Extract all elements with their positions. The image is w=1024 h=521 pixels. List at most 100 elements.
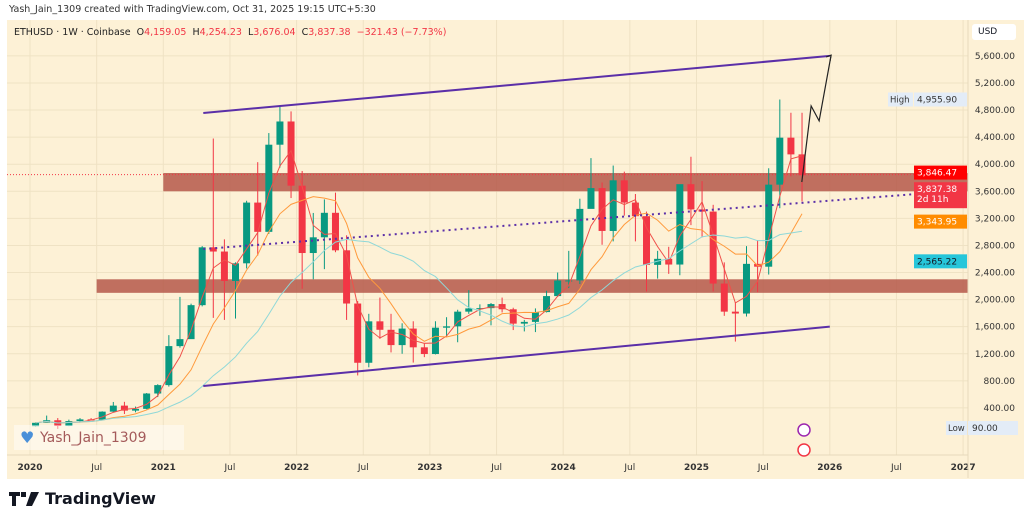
tradingview-logo-icon <box>9 491 39 506</box>
price-chart[interactable]: 400.00 800.00 1,200.00 1,600.00 2,000.00 2,40… <box>0 0 1024 480</box>
chart-panel[interactable] <box>7 20 1024 479</box>
candle-body <box>209 247 217 252</box>
candle-body <box>365 321 373 363</box>
ma-slow-price-label: 2,565.22 <box>917 257 957 267</box>
candle-body <box>232 263 240 281</box>
last-price-label: 3,846.47 <box>917 169 957 179</box>
close-price-label-bg <box>914 182 967 209</box>
y-tick-label: 2,000.00 <box>975 296 1015 306</box>
y-tick-label: 3,600.00 <box>975 187 1015 197</box>
candle-body <box>576 208 584 281</box>
ma-mid-price-label-bg <box>914 214 967 229</box>
candle-body <box>431 327 439 355</box>
open-value: 4,159.05 <box>144 27 187 38</box>
candle-body <box>276 121 284 145</box>
candle-body <box>309 237 317 254</box>
candle-body <box>354 303 362 363</box>
candle-body <box>787 137 795 155</box>
candle-body <box>187 305 195 340</box>
candle-body <box>287 121 295 186</box>
y-tick-label: 400.00 <box>984 404 1016 414</box>
author-watermark: ♥ Yash_Jain_1309 <box>14 425 184 450</box>
ma-fast-line <box>35 149 803 424</box>
y-tick-label: 4,400.00 <box>975 133 1015 143</box>
candle-body <box>443 326 451 328</box>
close-price-label: 3,837.38 <box>917 185 957 195</box>
candle-body <box>143 393 151 409</box>
candle-body <box>298 185 306 254</box>
candle-body <box>76 419 84 422</box>
watermark-text: Yash_Jain_1309 <box>40 429 147 446</box>
low-price-label: 90.00 <box>972 424 998 434</box>
candle-body <box>409 328 417 348</box>
candle-body <box>476 308 484 310</box>
candle-body <box>609 180 617 231</box>
candle-body <box>220 251 228 281</box>
candle-body <box>320 212 328 238</box>
candle-body <box>698 209 706 212</box>
y-tick-label: 4,000.00 <box>975 160 1015 170</box>
high-value: 4,254.23 <box>199 27 242 38</box>
candle-body <box>531 312 539 322</box>
candle-body <box>687 184 695 210</box>
resistance-zone <box>163 173 968 192</box>
x-tick-label: 2020 <box>17 463 42 473</box>
ma-slow-line <box>35 230 803 424</box>
x-tick-label: 2027 <box>951 463 976 473</box>
candle-body <box>631 202 639 217</box>
candle-body <box>709 211 717 284</box>
candle-body <box>387 329 395 346</box>
x-tick-label: 2024 <box>551 463 576 473</box>
high-price-label-bg <box>914 92 967 107</box>
crypto-event-icon <box>797 423 811 437</box>
low-value: 3,676.04 <box>253 27 296 38</box>
candle-body <box>420 347 428 355</box>
currency-button[interactable]: USD <box>972 24 1016 40</box>
low-tag-label: Low <box>948 424 965 434</box>
heart-icon: ♥ <box>20 428 35 447</box>
y-tick-label: 3,200.00 <box>975 214 1015 224</box>
x-tick-label: Jul <box>490 463 502 473</box>
candle-body <box>643 216 651 265</box>
ma-mid-line <box>35 196 803 424</box>
chart-credit: Yash_Jain_1309 created with TradingView.… <box>9 4 376 15</box>
candle-body <box>65 421 73 426</box>
last-price-label-bg <box>914 165 967 180</box>
us-economic-event-icon <box>797 443 811 457</box>
candle-body <box>176 339 184 347</box>
y-tick-label: 5,600.00 <box>975 52 1015 62</box>
y-tick-label: 4,800.00 <box>975 106 1015 116</box>
x-tick-label: Jul <box>757 463 769 473</box>
support-zone <box>96 279 968 293</box>
candle-body <box>509 309 517 324</box>
high-label: H <box>192 27 200 38</box>
candle-body <box>243 202 251 264</box>
open-label: O <box>136 27 145 38</box>
candle-body <box>543 296 551 313</box>
brand-name: TradingView <box>45 489 156 508</box>
low-tag-bg <box>946 421 967 435</box>
channel-midline <box>203 189 968 251</box>
ma-mid-price-label: 3,343.95 <box>917 218 957 228</box>
candle-body <box>376 321 384 330</box>
close-value: 3,837.38 <box>308 27 351 38</box>
high-tag-bg <box>888 92 913 107</box>
candle-body <box>198 247 206 306</box>
tradingview-logo[interactable]: TradingView <box>9 489 156 508</box>
candle-body <box>554 280 562 297</box>
x-tick-label: Jul <box>623 463 635 473</box>
x-tick-label: 2026 <box>817 463 842 473</box>
x-tick-label: Jul <box>90 463 102 473</box>
low-price-label-bg <box>968 421 1018 435</box>
symbol-info: ETHUSD · 1W · Coinbase <box>14 27 131 38</box>
candle-body <box>587 188 595 209</box>
candle-body <box>654 258 662 265</box>
x-tick-label: 2023 <box>417 463 442 473</box>
y-tick-label: 1,200.00 <box>975 350 1015 360</box>
countdown-label: 2d 11h <box>917 195 948 205</box>
candle-body <box>620 180 628 203</box>
close-label: C <box>301 27 309 38</box>
candle-body <box>720 283 728 312</box>
high-price-label: 4,955.90 <box>917 95 957 105</box>
candle-body <box>487 304 495 309</box>
